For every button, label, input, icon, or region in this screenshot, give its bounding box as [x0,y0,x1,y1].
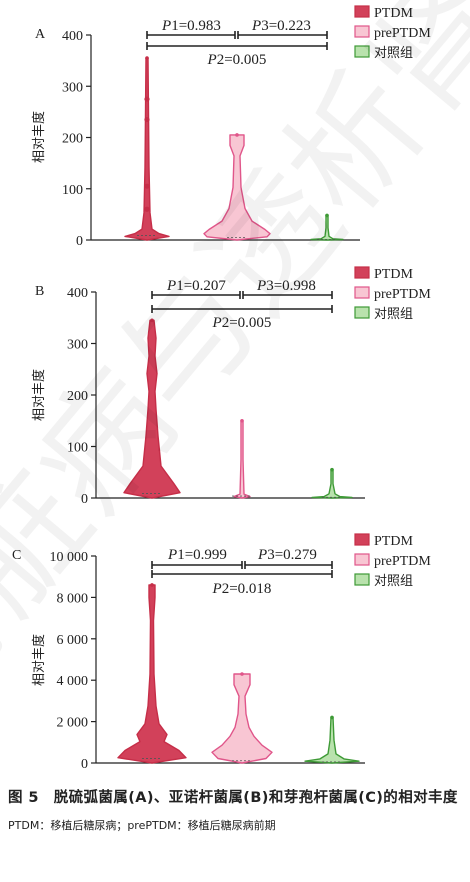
y-axis-label: 相对丰度 [31,111,47,163]
legend-swatch [354,286,370,299]
violin-对照组 [304,716,360,764]
y-tick-label: 400 [62,29,83,44]
y-tick-label: 300 [62,80,83,95]
p3-label: P3=0.998 [256,278,316,294]
violin-对照组 [310,214,344,241]
violin-对照组 [311,469,353,499]
legend-label: 对照组 [374,46,413,61]
legend-swatch [354,45,370,58]
p-symbol: P [167,547,177,563]
max-point [330,715,334,720]
p-symbol: P [257,547,267,563]
y-tick-label: 8 000 [57,591,89,606]
p-value: 1=0.207 [176,278,226,294]
p-value: 2=0.018 [222,581,272,597]
y-tick-label: 200 [62,132,83,147]
panel-letter: C [12,548,21,563]
y-tick-label: 4 000 [57,674,89,689]
p-symbol: P [161,18,171,34]
y-tick-label: 2 000 [57,716,89,731]
violin-prePTDM [233,420,251,499]
legend-swatch [354,25,370,38]
legend-label: prePTDM [374,287,431,302]
y-tick-label: 6 000 [57,633,89,648]
legend-label: 对照组 [374,307,413,322]
violin-PTDM [123,319,181,499]
p-value: 2=0.005 [217,52,267,68]
p3-label: P3=0.279 [257,547,317,563]
p-value: 1=0.983 [171,18,221,34]
y-tick-label: 100 [62,183,83,198]
p2-label: P2=0.018 [212,581,272,597]
legend-swatch [354,5,370,18]
y-tick-label: 0 [81,757,88,770]
y-axis-label: 相对丰度 [31,369,47,421]
figure-caption: 图 5 脱硫弧菌属(A)、亚诺杆菌属(B)和芽孢杆菌属(C)的相对丰度 PTDM… [8,786,466,833]
p-value: 3=0.223 [261,18,311,34]
p-value: 3=0.998 [266,278,316,294]
legend-label: prePTDM [374,26,431,41]
p3-label: P3=0.223 [251,18,311,34]
max-point [145,56,149,60]
outlier-point [144,96,150,102]
p2-label: P2=0.005 [212,315,272,331]
p1-label: P1=0.207 [166,278,226,294]
legend-swatch [354,533,370,546]
panel-letter: A [35,27,46,42]
violin-prePTDM [211,673,273,764]
legend-swatch [354,553,370,566]
p-symbol: P [212,581,222,597]
legend-label: PTDM [374,534,413,549]
p-value: 3=0.279 [267,547,317,563]
legend-swatch [354,306,370,319]
p-symbol: P [207,52,217,68]
p-symbol: P [212,315,222,331]
p-symbol: P [251,18,261,34]
legend-label: PTDM [374,6,413,21]
legend-swatch [354,573,370,586]
max-point [240,418,244,423]
p2-label: P2=0.005 [207,52,267,68]
p1-label: P1=0.983 [161,18,221,34]
max-point [325,213,329,218]
y-tick-label: 0 [76,234,83,249]
panel-letter: B [35,284,44,299]
y-tick-label: 200 [67,389,88,404]
max-point [330,467,334,472]
caption-note: PTDM：移植后糖尿病；prePTDM：移植后糖尿病前期 [8,819,276,832]
y-tick-label: 400 [67,286,88,301]
legend-label: prePTDM [374,554,431,569]
p1-label: P1=0.999 [167,547,227,563]
outlier-point [144,116,150,123]
p-value: 2=0.005 [222,315,272,331]
max-point [150,318,154,323]
caption-title: 图 5 脱硫弧菌属(A)、亚诺杆菌属(B)和芽孢杆菌属(C)的相对丰度 [8,790,458,806]
p-value: 1=0.999 [177,547,227,563]
legend-swatch [354,266,370,279]
violin-PTDM [124,57,170,241]
violin-PTDM [117,584,187,764]
legend-label: PTDM [374,267,413,282]
legend-label: 对照组 [374,574,413,589]
y-tick-label: 300 [67,338,88,353]
y-tick-label: 100 [67,441,88,456]
p-symbol: P [256,278,266,294]
max-point [235,133,239,137]
outlier-point [144,183,150,189]
p-symbol: P [166,278,176,294]
violin-prePTDM [203,134,271,241]
outlier-point [144,206,150,212]
y-axis-label: 相对丰度 [31,634,47,686]
max-point [150,583,154,587]
max-point [240,672,244,676]
y-tick-label: 10 000 [50,550,89,565]
y-tick-label: 0 [81,492,88,507]
